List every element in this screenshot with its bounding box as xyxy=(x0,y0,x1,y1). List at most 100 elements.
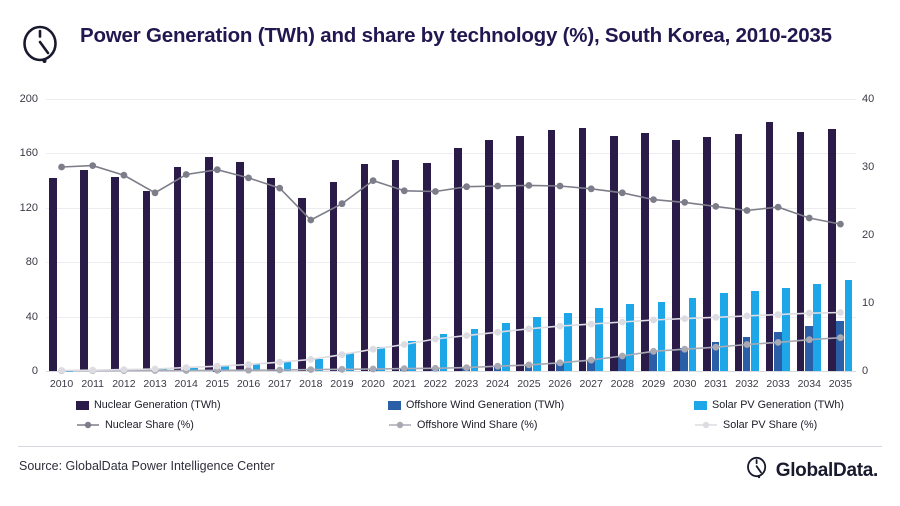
bar xyxy=(173,167,182,371)
bar xyxy=(796,131,805,371)
bar xyxy=(742,337,751,371)
bar xyxy=(314,358,323,371)
x-axis-tick: 2016 xyxy=(236,378,261,390)
y-axis-left-tick: 120 xyxy=(19,201,38,214)
bar-group xyxy=(454,99,479,371)
y-axis-right-tick: 10 xyxy=(862,297,875,309)
bar xyxy=(128,369,136,371)
bar xyxy=(844,279,853,371)
legend-swatch-icon xyxy=(694,400,707,410)
bar-group xyxy=(703,99,728,371)
x-axis-tick: 2024 xyxy=(486,378,510,390)
x-axis-tick: 2030 xyxy=(672,378,697,390)
legend-nuclear-generation[interactable]: Nuclear Generation (TWh) xyxy=(76,399,221,411)
bar-group xyxy=(298,99,323,371)
bar xyxy=(204,157,213,371)
x-axis-tick: 2026 xyxy=(548,378,572,390)
x-axis-tick: 2021 xyxy=(392,378,416,390)
bar xyxy=(346,353,354,371)
bar xyxy=(368,369,377,371)
bar xyxy=(805,326,813,371)
bar xyxy=(190,367,198,371)
bar xyxy=(547,130,556,371)
bar-group xyxy=(485,99,510,371)
source-note: Source: GlobalData Power Intelligence Ce… xyxy=(19,459,275,473)
bar xyxy=(813,283,822,371)
bar xyxy=(618,356,626,371)
chart-header: Power Generation (TWh) and share by tech… xyxy=(0,0,900,92)
y-axis-left-tick: 40 xyxy=(25,310,38,323)
bar-group xyxy=(641,99,666,371)
bar xyxy=(454,147,462,371)
bar xyxy=(431,368,439,371)
bar xyxy=(719,293,728,371)
bar-group xyxy=(173,99,199,371)
bar xyxy=(626,304,635,371)
x-axis-labels: 2010 2011 2012 2013 2014 2015 2016 2017 2018 2019… xyxy=(46,378,856,396)
bar-series-layer xyxy=(46,99,856,371)
bar xyxy=(485,139,493,371)
x-axis-tick: 2033 xyxy=(766,378,790,390)
legend-offshore-wind-share[interactable]: Offshore Wind Share (%) xyxy=(388,419,537,431)
gridline xyxy=(46,99,856,100)
bar xyxy=(703,137,711,371)
bar xyxy=(360,164,369,371)
page-title: Power Generation (TWh) and share by tech… xyxy=(80,24,832,47)
chart-area: 0 40 80 120 160 200 0 10 20 30 40 2010 2011 2012 201… xyxy=(0,92,900,398)
legend-swatch-icon xyxy=(76,400,89,410)
x-axis-tick: 2029 xyxy=(641,378,666,390)
legend-solar-pv-share[interactable]: Solar PV Share (%) xyxy=(694,419,817,431)
legend-solar-pv-generation[interactable]: Solar PV Generation (TWh) xyxy=(694,399,844,411)
bar xyxy=(306,369,315,371)
bar-group xyxy=(267,99,292,371)
bar xyxy=(564,312,572,371)
bar xyxy=(377,346,385,371)
legend-label: Nuclear Generation (TWh) xyxy=(94,399,221,411)
x-axis-tick: 2027 xyxy=(579,378,603,390)
bar xyxy=(283,361,292,371)
x-axis-tick: 2019 xyxy=(330,378,354,390)
bar xyxy=(142,191,151,371)
bar xyxy=(734,134,743,371)
bar xyxy=(578,127,587,371)
x-axis-tick: 2011 xyxy=(81,378,105,390)
y-axis-left-tick: 160 xyxy=(19,147,38,160)
bar-group xyxy=(547,99,573,371)
bar xyxy=(400,368,408,371)
x-axis-tick: 2012 xyxy=(112,378,136,390)
bar xyxy=(516,135,525,371)
bar-group xyxy=(142,99,168,371)
x-axis-tick: 2013 xyxy=(143,378,167,390)
bar-group xyxy=(672,99,697,371)
x-axis-tick: 2015 xyxy=(205,378,230,390)
bar xyxy=(111,176,120,371)
y-axis-left-tick: 200 xyxy=(19,93,38,105)
bar xyxy=(555,362,564,371)
bar xyxy=(391,160,400,371)
bar xyxy=(221,366,230,371)
bar xyxy=(49,177,57,371)
bar xyxy=(422,162,431,371)
legend-offshore-wind-generation[interactable]: Offshore Wind Generation (TWh) xyxy=(388,399,564,411)
x-axis-tick: 2018 xyxy=(299,378,323,390)
legend-nuclear-share[interactable]: Nuclear Share (%) xyxy=(76,419,194,431)
x-axis-tick: 2025 xyxy=(517,378,541,390)
bar xyxy=(587,360,595,371)
footer-divider xyxy=(18,446,882,447)
bar xyxy=(470,328,479,371)
bar xyxy=(252,364,261,371)
legend-label: Solar PV Generation (TWh) xyxy=(712,399,845,411)
bar xyxy=(609,135,618,371)
bar-group xyxy=(796,99,822,371)
bar xyxy=(244,370,252,371)
bar-group xyxy=(111,99,136,371)
bar xyxy=(751,290,759,371)
bar xyxy=(672,139,680,371)
gridline xyxy=(46,153,856,155)
legend-label: Solar PV Share (%) xyxy=(723,419,818,431)
bar-group xyxy=(422,99,448,371)
legend-row-lines: Nuclear Share (%) Offshore Wind Share (%)… xyxy=(76,419,880,439)
x-axis-tick: 2022 xyxy=(423,378,448,390)
y-axis-left-tick: 80 xyxy=(25,256,38,269)
bar xyxy=(657,301,666,371)
